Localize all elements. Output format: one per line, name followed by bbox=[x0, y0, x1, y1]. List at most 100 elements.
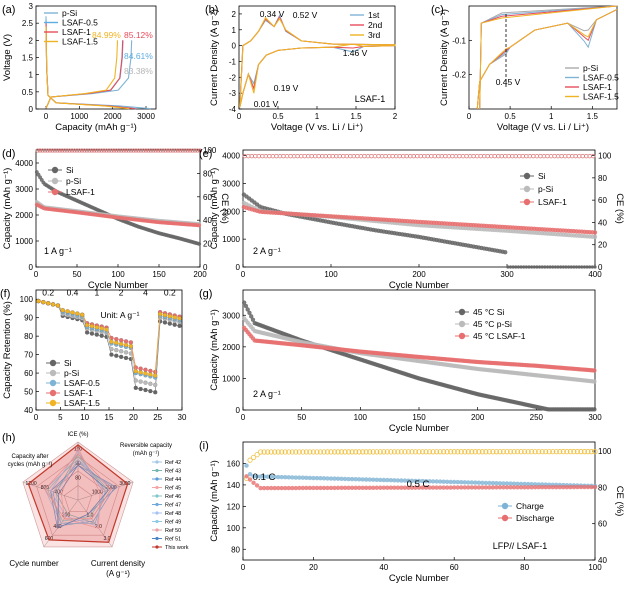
rate-label: 2 A g⁻¹ bbox=[253, 389, 281, 399]
legend-marker bbox=[501, 502, 509, 510]
ce-point bbox=[151, 148, 156, 153]
legend-marker bbox=[523, 198, 531, 206]
x-axis-label: Cycle Number bbox=[389, 423, 449, 434]
ce-point bbox=[260, 154, 265, 159]
charge-curve bbox=[45, 40, 124, 109]
ce-point bbox=[351, 154, 356, 159]
data-point bbox=[592, 234, 598, 240]
ce-point bbox=[121, 148, 126, 153]
ce-point bbox=[97, 148, 102, 153]
ce-point bbox=[45, 148, 50, 153]
data-point bbox=[551, 265, 555, 269]
y-tick-label: 60 bbox=[24, 369, 33, 378]
data-point bbox=[265, 485, 270, 491]
data-point bbox=[522, 481, 527, 487]
legend-marker bbox=[155, 511, 159, 515]
data-point bbox=[585, 484, 591, 490]
ce-point bbox=[334, 154, 339, 159]
legend-label: LSAF-1 bbox=[62, 27, 91, 37]
ce-point bbox=[363, 449, 369, 455]
ce-point bbox=[395, 449, 401, 455]
data-point bbox=[388, 478, 394, 483]
ce-point bbox=[107, 148, 111, 153]
data-point bbox=[272, 474, 277, 480]
y2-axis-label: CE (%) bbox=[219, 193, 230, 224]
ce-point bbox=[513, 154, 518, 159]
ce-point bbox=[429, 154, 434, 159]
data-point bbox=[554, 484, 559, 490]
legend-label: Si bbox=[66, 165, 74, 175]
x-tick-label: 150 bbox=[412, 413, 426, 422]
y-tick-label: 3000 bbox=[222, 179, 240, 188]
data-point bbox=[518, 485, 524, 490]
y2-tick-label: 0 bbox=[203, 263, 208, 272]
data-point bbox=[339, 476, 344, 482]
data-point bbox=[480, 480, 485, 485]
ce-point bbox=[60, 148, 65, 153]
radar-axis-label: Current density bbox=[91, 559, 145, 568]
ce-point bbox=[353, 449, 359, 455]
data-point bbox=[356, 485, 362, 491]
rate-label: 0.1 C bbox=[253, 472, 276, 483]
ce-point bbox=[310, 449, 316, 455]
x-tick-label: 0 bbox=[237, 112, 242, 121]
data-point bbox=[360, 477, 365, 482]
rate-label: 0.2 bbox=[164, 287, 176, 297]
x-tick-label: 80 bbox=[520, 563, 529, 572]
y-tick-label: 0 bbox=[236, 263, 241, 272]
data-point bbox=[476, 485, 482, 490]
radar-grid bbox=[63, 485, 93, 513]
ce-point bbox=[584, 154, 589, 159]
data-point bbox=[279, 485, 284, 491]
x-tick-label: 150 bbox=[152, 270, 166, 279]
ce-point bbox=[422, 154, 427, 159]
ce-point bbox=[139, 148, 143, 153]
y-tick-label: 80 bbox=[24, 332, 33, 341]
data-point bbox=[349, 476, 355, 482]
data-point bbox=[318, 476, 323, 481]
ce-point bbox=[126, 148, 131, 153]
data-point bbox=[577, 265, 581, 269]
data-point bbox=[532, 485, 538, 490]
ce-point bbox=[112, 148, 116, 153]
x-tick-label: 50 bbox=[297, 413, 306, 422]
data-point bbox=[437, 485, 443, 490]
radar-axis-label: Cycle number bbox=[9, 559, 59, 568]
ce-point bbox=[55, 148, 60, 153]
x-tick-label: 5 bbox=[58, 413, 63, 422]
ce-point bbox=[518, 449, 524, 455]
ce-point bbox=[131, 148, 136, 153]
legend-label: LSAF-0.5 bbox=[64, 378, 100, 388]
ce-point bbox=[124, 148, 129, 153]
y2-axis-label: CE (%) bbox=[614, 193, 624, 224]
legend-marker bbox=[51, 166, 59, 174]
ce-point bbox=[80, 148, 84, 153]
ce-point bbox=[458, 449, 464, 455]
y-axis-label: Capacity (mAh g⁻¹) bbox=[209, 168, 220, 250]
ce-point bbox=[298, 154, 304, 159]
ce-point bbox=[464, 154, 469, 159]
data-point bbox=[448, 485, 453, 490]
ce-point bbox=[119, 148, 124, 153]
data-point bbox=[550, 484, 555, 490]
legend-label: LSAF-1.5 bbox=[583, 92, 619, 102]
data-point bbox=[532, 265, 536, 269]
y2-tick-label: 80 bbox=[598, 483, 607, 492]
legend-label: This work bbox=[165, 545, 189, 551]
x-tick-label: 1000 bbox=[70, 112, 88, 121]
x-tick-label: 1 bbox=[549, 112, 554, 121]
data-point bbox=[423, 485, 429, 490]
ce-point bbox=[423, 449, 429, 455]
peak-label: 0.34 V bbox=[260, 9, 285, 19]
ce-point bbox=[67, 148, 72, 153]
ce-point bbox=[580, 154, 585, 159]
ce-point bbox=[455, 449, 461, 455]
x-tick-label: 100 bbox=[354, 413, 368, 422]
ce-point bbox=[546, 449, 552, 455]
data-point bbox=[452, 479, 457, 485]
data-point bbox=[399, 485, 404, 490]
data-point bbox=[530, 265, 534, 269]
ce-point bbox=[314, 449, 320, 455]
data-point bbox=[592, 368, 597, 373]
y-tick-label: 1000 bbox=[15, 237, 33, 246]
